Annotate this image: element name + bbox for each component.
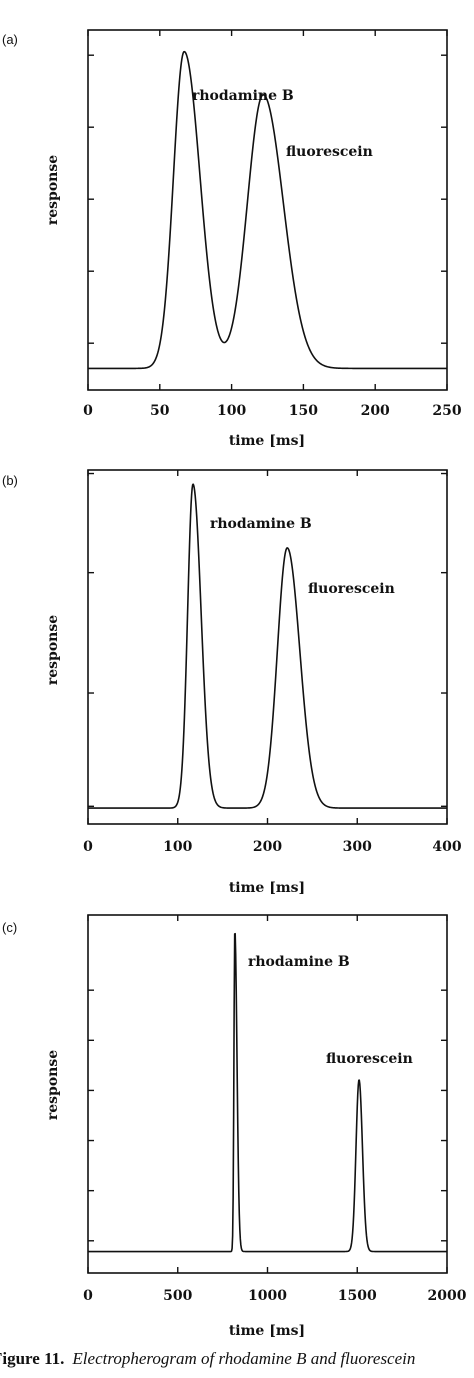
peak-label-fluorescein-b: fluorescein xyxy=(308,581,395,597)
x-axis-label-b: time [ms] xyxy=(229,880,305,896)
chart-panel-a: (a) response time [ms] rhodamine B fluor… xyxy=(2,29,462,449)
x-tick-label-a: 50 xyxy=(150,403,170,419)
peak-label-rhodamine-b-a: rhodamine B xyxy=(192,88,294,104)
x-tick-label-c: 500 xyxy=(163,1288,192,1304)
x-tick-label-b: 0 xyxy=(83,839,93,855)
figure-number: Figure 11. xyxy=(0,1349,65,1368)
y-axis-label-c: response xyxy=(45,1050,61,1120)
x-tick-label-a: 250 xyxy=(432,403,461,419)
x-tick-label-b: 200 xyxy=(253,839,282,855)
x-tick-label-c: 2000 xyxy=(428,1288,467,1304)
figure-caption: Figure 11. Electropherogram of rhodamine … xyxy=(0,1349,474,1369)
x-tick-label-b: 400 xyxy=(432,839,461,855)
x-tick-label-a: 0 xyxy=(83,403,93,419)
caption-text: Electropherogram of rhodamine B and fluo… xyxy=(72,1349,416,1368)
x-tick-label-a: 100 xyxy=(217,403,246,419)
x-axis-label-a: time [ms] xyxy=(229,433,305,449)
chart-panel-b: (b) response time [ms] rhodamine B fluor… xyxy=(2,469,462,896)
signal-trace-c xyxy=(87,932,448,1253)
plot-frame-a xyxy=(87,29,448,391)
panel-label-c: (c) xyxy=(2,920,17,935)
figure: (a) response time [ms] rhodamine B fluor… xyxy=(2,29,467,1339)
panel-label-a: (a) xyxy=(2,32,18,47)
chart-panel-c: (c) response time [ms] rhodamine B fluor… xyxy=(2,914,467,1339)
x-tick-label-b: 300 xyxy=(343,839,372,855)
peak-label-rhodamine-b-b: rhodamine B xyxy=(210,516,312,532)
panel-label-b: (b) xyxy=(2,473,18,488)
x-tick-label-b: 100 xyxy=(163,839,192,855)
signal-trace-a xyxy=(87,50,448,370)
peak-label-fluorescein-c: fluorescein xyxy=(326,1051,413,1067)
x-tick-label-c: 1000 xyxy=(248,1288,287,1304)
y-axis-label-b: response xyxy=(45,615,61,685)
peak-label-fluorescein-a: fluorescein xyxy=(286,144,373,160)
signal-trace-b xyxy=(87,483,448,809)
x-tick-label-c: 1500 xyxy=(338,1288,377,1304)
x-tick-label-a: 150 xyxy=(289,403,318,419)
x-axis-label-c: time [ms] xyxy=(229,1323,305,1339)
x-tick-label-a: 200 xyxy=(361,403,390,419)
x-tick-label-c: 0 xyxy=(83,1288,93,1304)
y-axis-label-a: response xyxy=(45,155,61,225)
peak-label-rhodamine-b-c: rhodamine B xyxy=(248,954,350,970)
